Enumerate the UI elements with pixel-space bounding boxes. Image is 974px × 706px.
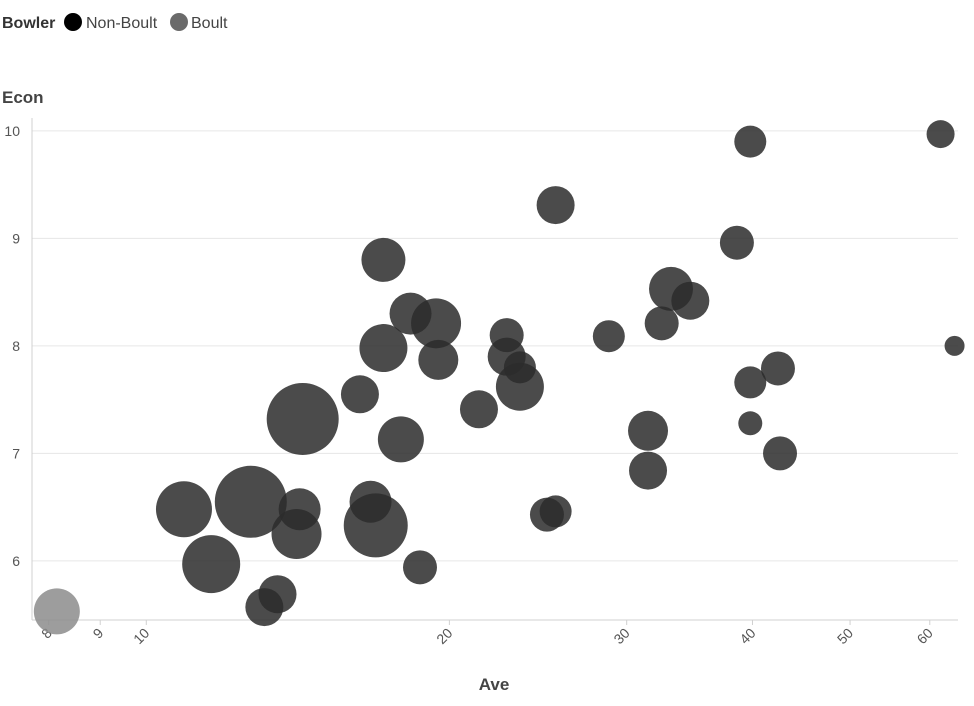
data-point-non-boult — [734, 366, 767, 399]
x-tick-label: 40 — [736, 625, 758, 647]
data-point-non-boult — [539, 495, 572, 528]
legend-label-non-boult: Non-Boult — [86, 15, 158, 32]
legend-title: Bowler — [2, 15, 55, 32]
data-point-non-boult — [734, 125, 767, 158]
data-point-non-boult — [359, 324, 408, 373]
legend-swatch-non-boult — [64, 13, 82, 31]
data-point-non-boult — [361, 237, 406, 282]
x-tick-label: 20 — [433, 625, 455, 647]
data-point-non-boult — [629, 451, 668, 490]
data-point-non-boult — [214, 465, 287, 538]
data-point-non-boult — [349, 480, 392, 523]
data-point-non-boult — [628, 410, 669, 451]
data-point-non-boult — [489, 318, 524, 353]
data-point-non-boult — [536, 186, 575, 225]
data-point-non-boult — [644, 306, 679, 341]
data-point-non-boult — [266, 382, 339, 455]
legend-label-boult: Boult — [191, 15, 228, 32]
x-axis-title: Ave — [479, 675, 510, 694]
data-point-non-boult — [389, 292, 432, 335]
data-point-non-boult — [418, 339, 459, 380]
data-point-boult — [33, 588, 80, 635]
data-point-non-boult — [944, 335, 965, 356]
legend-swatch-boult — [170, 13, 188, 31]
data-point-non-boult — [340, 375, 379, 414]
y-tick-label: 10 — [4, 123, 20, 139]
data-point-non-boult — [760, 351, 795, 386]
data-point-non-boult — [278, 488, 321, 531]
data-point-non-boult — [377, 416, 424, 463]
data-point-non-boult — [592, 320, 625, 353]
y-tick-label: 8 — [12, 338, 20, 354]
x-tick-label: 30 — [610, 625, 632, 647]
data-point-non-boult — [738, 411, 763, 436]
data-point-non-boult — [719, 225, 754, 260]
data-point-non-boult — [182, 535, 241, 594]
x-tick-label: 9 — [90, 625, 107, 642]
legend: Bowler Non-Boult Boult — [2, 13, 228, 32]
points-layer — [33, 120, 965, 635]
y-tick-label: 6 — [12, 553, 20, 569]
data-point-non-boult — [763, 436, 798, 471]
y-tick-label: 9 — [12, 230, 20, 246]
data-point-non-boult — [671, 281, 710, 320]
x-tick-label: 60 — [914, 625, 936, 647]
data-point-non-boult — [459, 390, 498, 429]
data-point-non-boult — [155, 481, 212, 538]
data-point-non-boult — [926, 120, 955, 149]
data-point-non-boult — [402, 550, 437, 585]
x-tick-label: 10 — [130, 625, 152, 647]
x-tick-label: 50 — [834, 625, 856, 647]
data-point-non-boult — [258, 575, 297, 614]
data-point-non-boult — [503, 351, 536, 384]
y-axis-title: Econ — [2, 88, 44, 107]
y-tick-label: 7 — [12, 445, 20, 461]
